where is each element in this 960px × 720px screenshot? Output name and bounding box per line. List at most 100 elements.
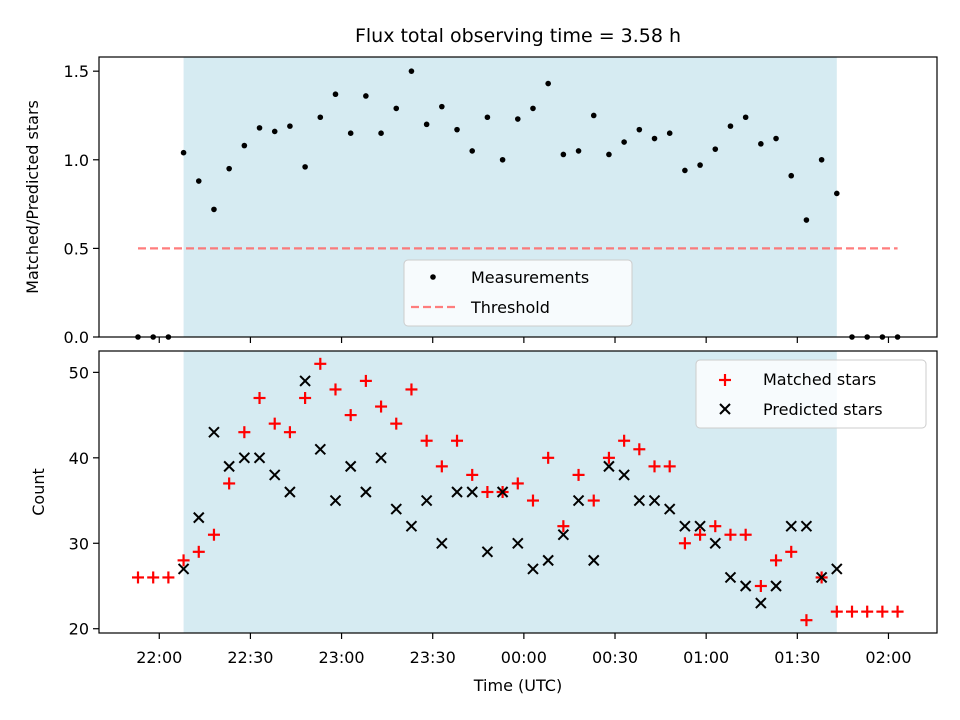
x-tick-label: 22:00 — [136, 648, 182, 667]
matched-star-point — [162, 571, 175, 584]
x-tick-label: 00:30 — [592, 648, 638, 667]
predicted-star-point — [466, 486, 478, 498]
predicted-star-point — [800, 520, 813, 532]
predicted-star-point — [815, 571, 828, 584]
predicted-star-point — [663, 503, 676, 515]
measurement-point — [211, 206, 217, 213]
matched-star-points — [132, 357, 904, 627]
predicted-star-point — [390, 503, 402, 515]
measurement-point — [226, 165, 232, 172]
bottom-legend: Matched stars Predicted stars — [695, 359, 927, 429]
predicted-star-point — [724, 571, 737, 584]
matched-star-point — [359, 374, 372, 387]
matched-star-point — [724, 528, 737, 541]
x-tick-label: 22:30 — [227, 648, 273, 667]
measurement-points — [135, 68, 901, 340]
predicted-star-point — [344, 460, 357, 473]
measurement-point — [484, 114, 491, 121]
predicted-star-point — [329, 494, 342, 507]
legend-matched-label: Matched stars — [763, 370, 876, 389]
top-y-ticks: 0.0 0.5 1.0 1.5 — [64, 62, 99, 347]
measurement-point — [287, 123, 293, 129]
matched-star-point — [405, 383, 418, 396]
measurement-point — [256, 125, 263, 131]
predicted-star-point — [527, 563, 539, 575]
matched-star-point — [314, 357, 327, 370]
matched-star-point — [451, 434, 464, 447]
predicted-star-point — [542, 554, 554, 567]
x-tick-label: 23:00 — [319, 648, 365, 667]
bottom-panel: 20 30 40 50 22:00 22:30 23:00 23:30 00:00 00:30 0… — [29, 350, 938, 695]
top-y-axis-label: Matched/Predicted stars — [23, 100, 42, 294]
x-tick-label: 02:00 — [865, 648, 911, 667]
predicted-star-point — [193, 511, 205, 524]
matched-star-point — [557, 520, 570, 533]
top-frame — [98, 56, 938, 338]
matched-star-point — [572, 468, 585, 481]
legend-predicted-marker — [719, 403, 731, 415]
matched-star-point — [694, 528, 707, 541]
matched-star-point — [739, 528, 752, 541]
measurement-point — [195, 178, 202, 184]
matched-star-point — [876, 605, 889, 618]
measurement-point — [317, 114, 324, 121]
top-panel: 0.0 0.5 1.0 1.5 Matched/Predicted stars Mea… — [23, 56, 938, 347]
measurement-point — [454, 126, 460, 133]
x-tick-label: 01:30 — [774, 648, 820, 667]
measurement-point — [666, 130, 673, 137]
bottom-x-ticks: 22:00 22:30 23:00 23:30 00:00 00:30 01:00 01:30… — [136, 633, 912, 667]
measurement-point — [636, 126, 643, 133]
x-tick-label: 01:00 — [683, 648, 729, 667]
predicted-star-point — [618, 469, 630, 481]
predicted-star-point — [633, 494, 646, 507]
predicted-star-point — [496, 486, 509, 498]
matched-star-point — [147, 571, 160, 584]
matched-star-point — [329, 383, 342, 396]
measurement-point — [712, 146, 719, 152]
predicted-star-point — [405, 520, 418, 532]
measurement-point — [393, 105, 400, 112]
top-y-tick-label: 1.0 — [64, 151, 89, 170]
measurement-point — [514, 116, 521, 122]
matched-star-point — [268, 417, 281, 430]
top-y-tick-label: 1.5 — [64, 62, 89, 81]
matched-star-point — [526, 494, 539, 507]
matched-star-point — [602, 451, 615, 464]
predicted-star-point — [299, 375, 311, 387]
bottom-y-tick-label: 20 — [69, 620, 89, 639]
matched-star-point — [633, 443, 646, 456]
predicted-star-point — [557, 529, 570, 541]
measurement-point — [332, 91, 339, 98]
predicted-star-point — [512, 537, 524, 549]
measurement-point — [758, 141, 764, 147]
measurement-point — [241, 142, 248, 149]
predicted-star-points — [177, 375, 843, 609]
bottom-y-tick-label: 50 — [69, 363, 89, 382]
bottom-y-tick-label: 40 — [69, 449, 89, 468]
bottom-y-axis-label: Count — [29, 468, 48, 516]
predicted-star-point — [208, 426, 220, 438]
measurement-point — [347, 130, 354, 137]
predicted-star-point — [755, 597, 767, 609]
matched-star-point — [542, 451, 555, 464]
measurement-point — [606, 151, 612, 158]
predicted-star-point — [694, 520, 706, 532]
matched-star-point — [223, 477, 236, 490]
matched-star-point — [207, 528, 220, 541]
predicted-star-point — [284, 486, 296, 498]
measurement-point — [271, 128, 278, 135]
matched-star-point — [663, 460, 676, 473]
measurement-point — [803, 217, 810, 223]
top-y-tick-label: 0.0 — [64, 328, 89, 347]
matched-star-point — [754, 580, 767, 592]
matched-star-point — [678, 537, 691, 550]
legend-matched-marker — [719, 374, 731, 386]
predicted-star-point — [739, 580, 752, 592]
matched-star-point — [709, 520, 722, 533]
predicted-star-point — [269, 469, 281, 481]
chart-title: Flux total observing time = 3.58 h — [355, 25, 681, 47]
measurement-point — [180, 149, 187, 156]
predicted-star-point — [375, 452, 387, 464]
matched-star-point — [587, 494, 600, 507]
legend-measurements-marker — [430, 274, 436, 280]
